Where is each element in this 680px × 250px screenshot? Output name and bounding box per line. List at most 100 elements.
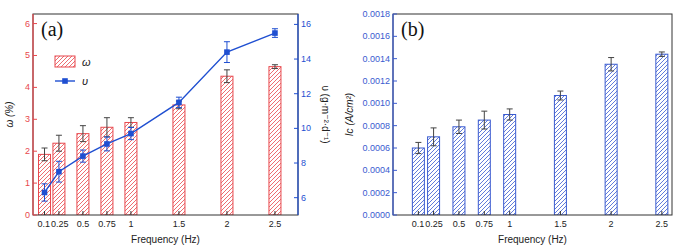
chart: 0.10.250.50.7511.522.501234566810121416F… xyxy=(4,14,331,245)
y-label: Ic (A/cm²) xyxy=(344,93,355,136)
legend-label: ω xyxy=(82,56,91,68)
x-tick xyxy=(458,211,459,215)
plot-area xyxy=(39,29,281,215)
y2-tick-label: 16 xyxy=(301,19,311,29)
x-tick-label: 0.25 xyxy=(425,219,443,229)
x-tick xyxy=(58,211,59,215)
y-tick xyxy=(393,81,397,82)
error-bar xyxy=(176,97,182,107)
bar xyxy=(656,54,668,215)
y-tick-label: 0 xyxy=(25,210,30,220)
panel-label: (a) xyxy=(41,18,63,41)
y2-tick xyxy=(294,197,298,198)
y-tick-label: 0.0006 xyxy=(362,143,390,153)
x-tick-label: 2.5 xyxy=(269,219,282,229)
error-bar xyxy=(104,118,110,137)
marker xyxy=(104,141,110,147)
y-tick xyxy=(393,215,397,216)
y-axis xyxy=(32,14,33,215)
error-bar xyxy=(431,128,437,146)
panel-label: (b) xyxy=(401,18,424,41)
y2-tick xyxy=(294,163,298,164)
bar xyxy=(269,67,281,215)
y-tick xyxy=(33,23,37,24)
bar xyxy=(53,143,65,215)
y2-axis xyxy=(297,14,298,215)
y-tick-label: 6 xyxy=(25,19,30,29)
y2-tick xyxy=(294,24,298,25)
x-tick-label: 2 xyxy=(224,219,229,229)
y-label: ω (%) xyxy=(4,101,15,127)
x-tick xyxy=(418,211,419,215)
x-tick-label: 0.1 xyxy=(412,219,425,229)
marker xyxy=(224,49,230,55)
y-tick-label: 0.0010 xyxy=(362,98,390,108)
x-tick-label: 0.25 xyxy=(51,219,69,229)
y-tick xyxy=(33,151,37,152)
frame xyxy=(33,14,298,215)
bar xyxy=(478,120,490,215)
legend-swatch xyxy=(55,56,75,67)
y-tick xyxy=(33,55,37,56)
error-bar xyxy=(42,184,48,201)
chart: 0.10.250.50.7511.522.50.00000.00020.0004… xyxy=(344,9,672,245)
y-tick-label: 0.0016 xyxy=(362,31,390,41)
y-tick xyxy=(393,192,397,193)
y-tick-label: 0.0014 xyxy=(362,54,390,64)
x-tick-label: 0.1 xyxy=(37,219,50,229)
x-tick xyxy=(130,211,131,215)
bar xyxy=(428,137,440,215)
error-bar xyxy=(42,148,48,161)
error-bar xyxy=(272,29,278,38)
marker xyxy=(176,100,182,106)
bar xyxy=(554,96,566,215)
x-tick-label: 0.5 xyxy=(453,219,466,229)
y-tick-label: 0.0000 xyxy=(362,210,390,220)
y2-label: υ (g·m⁻²·d⁻¹) xyxy=(320,85,331,143)
y2-tick-label: 10 xyxy=(301,123,311,133)
frame xyxy=(393,14,672,215)
error-bar xyxy=(557,91,563,100)
x-tick-label: 1 xyxy=(128,219,133,229)
y-tick xyxy=(393,14,397,15)
x-tick xyxy=(106,211,107,215)
y-tick-label: 3 xyxy=(25,114,30,124)
y-tick xyxy=(33,183,37,184)
marker xyxy=(128,131,134,137)
bar xyxy=(453,127,465,215)
line xyxy=(45,33,275,192)
legend-marker xyxy=(62,78,68,84)
bar xyxy=(605,64,617,215)
y2-tick xyxy=(294,93,298,94)
x-tick-label: 2.5 xyxy=(656,219,669,229)
y-tick-label: 4 xyxy=(25,82,30,92)
plot-area xyxy=(412,52,667,215)
bar xyxy=(412,148,424,215)
y2-tick-label: 14 xyxy=(301,54,311,64)
error-bar xyxy=(224,42,230,63)
x-tick xyxy=(82,211,83,215)
x-tick xyxy=(560,211,561,215)
bar xyxy=(173,105,185,215)
error-bar xyxy=(272,65,278,69)
bar xyxy=(125,122,137,215)
marker xyxy=(56,169,62,175)
error-bar xyxy=(56,135,62,151)
x-tick xyxy=(226,211,227,215)
bar xyxy=(77,134,89,215)
bar xyxy=(39,154,51,215)
x-tick-label: 1.5 xyxy=(554,219,567,229)
x-tick-label: 1 xyxy=(507,219,512,229)
x-label: Frequency (Hz) xyxy=(131,234,200,245)
legend: ωυ xyxy=(55,56,91,87)
y-tick xyxy=(393,148,397,149)
y-tick xyxy=(393,103,397,104)
y-tick xyxy=(393,125,397,126)
bar xyxy=(101,127,113,215)
marker xyxy=(272,30,278,36)
x-tick-label: 0.75 xyxy=(476,219,494,229)
y2-tick-label: 8 xyxy=(301,158,306,168)
error-bar xyxy=(128,127,134,139)
error-bar xyxy=(224,70,230,83)
y-tick-label: 0.0018 xyxy=(362,9,390,19)
